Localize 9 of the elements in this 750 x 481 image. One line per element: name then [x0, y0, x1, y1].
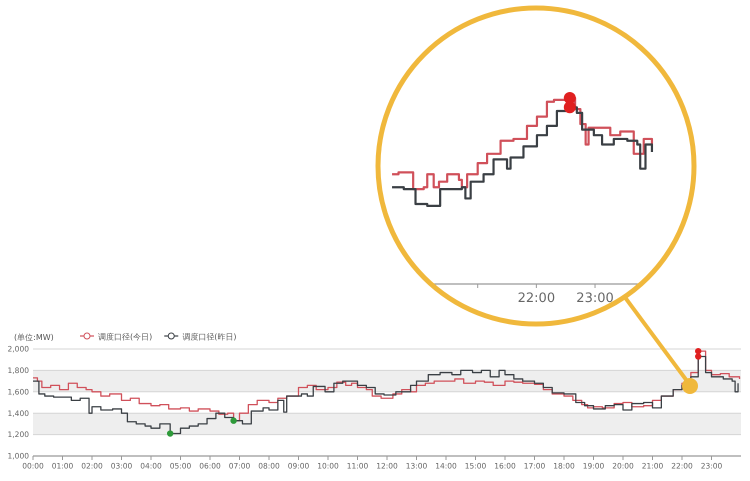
point — [230, 417, 237, 424]
point — [166, 430, 174, 437]
y-axis-title: (单位:MW) — [14, 333, 54, 342]
x-tick-label: 22:00 — [518, 291, 556, 306]
x-tick-label: 23:00 — [576, 291, 614, 306]
legend-label: 调度口径(昨日) — [182, 332, 236, 342]
point — [695, 348, 702, 354]
point — [695, 353, 702, 360]
legend-label: 调度口径(今日) — [98, 332, 152, 342]
